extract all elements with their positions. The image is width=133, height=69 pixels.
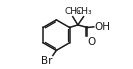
Text: O: O	[88, 37, 96, 47]
Text: Br: Br	[41, 56, 53, 66]
Text: OH: OH	[94, 22, 110, 32]
Text: CH₃: CH₃	[64, 7, 81, 16]
Text: CH₃: CH₃	[75, 7, 92, 16]
